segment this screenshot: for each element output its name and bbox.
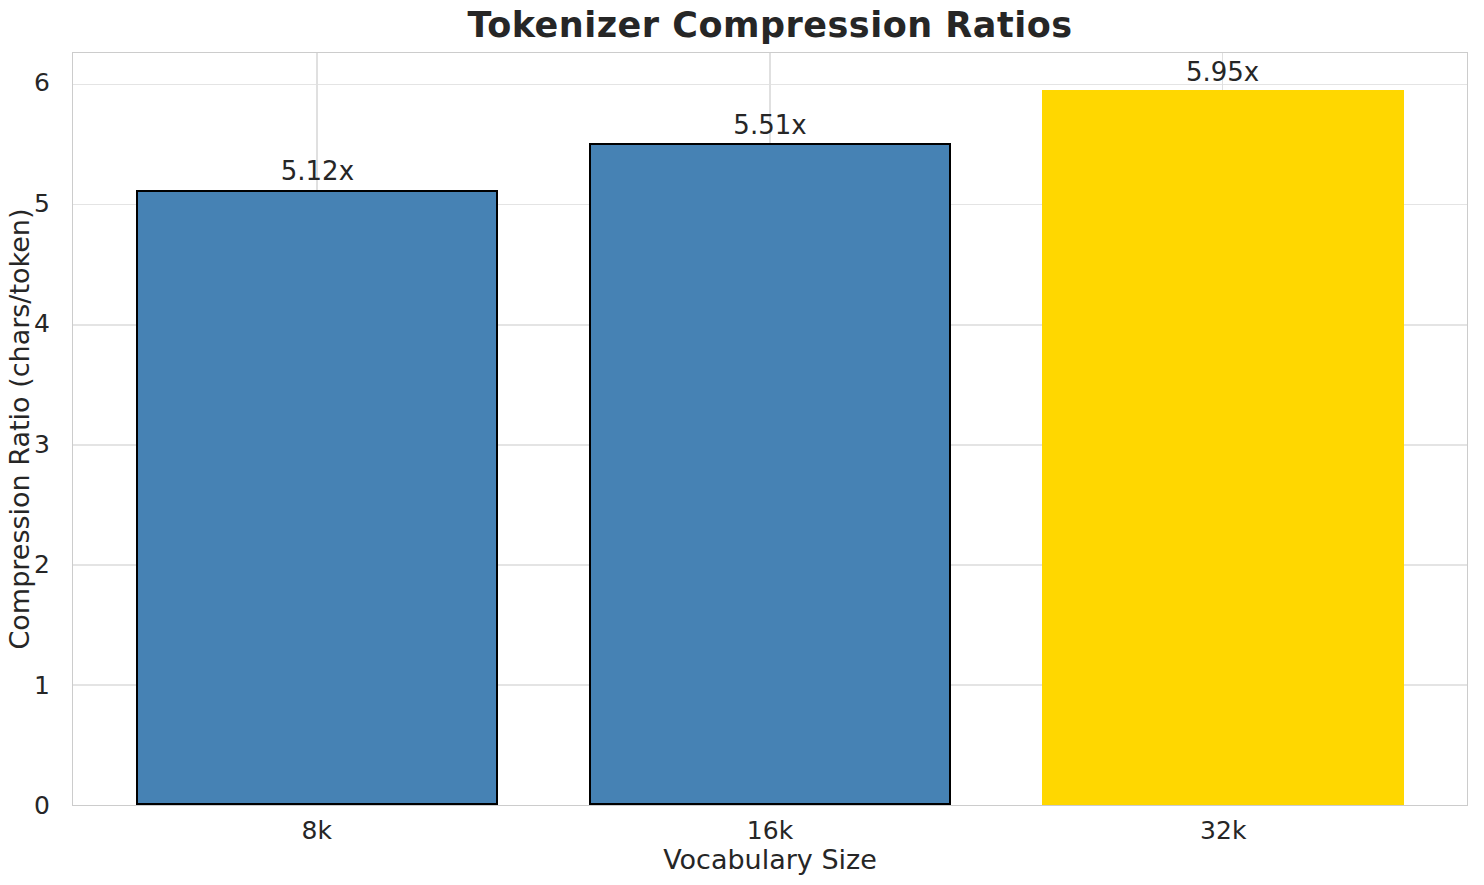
x-tick-label: 8k (302, 816, 332, 845)
y-tick-label: 4 (34, 309, 50, 339)
y-axis-label: Compression Ratio (chars/token) (4, 208, 35, 649)
x-axis-ticks: 8k 16k 32k (72, 808, 1468, 844)
bar-chart-figure: Tokenizer Compression Ratios 5.12x5.51x5… (0, 0, 1484, 885)
x-tick-label: 32k (1200, 816, 1246, 845)
bar-value-label: 5.95x (1186, 58, 1259, 87)
plot-area: 5.12x 5.51x 5.95x (72, 52, 1468, 806)
x-tick-label: 16k (747, 816, 793, 845)
y-tick-label: 0 (34, 791, 50, 821)
bar-8k (136, 190, 498, 805)
y-tick-label: 3 (34, 430, 50, 460)
chart-title: Tokenizer Compression Ratios (72, 5, 1468, 45)
y-tick-label: 2 (34, 550, 50, 580)
bar-32k (1042, 90, 1404, 805)
bar-value-label: 5.51x (733, 111, 806, 140)
x-axis-label: Vocabulary Size (72, 844, 1468, 875)
bar-16k (589, 143, 951, 805)
y-tick-label: 5 (34, 189, 50, 219)
y-tick-label: 1 (34, 671, 50, 701)
y-tick-label: 6 (34, 68, 50, 98)
bar-value-label: 5.12x (281, 157, 354, 186)
